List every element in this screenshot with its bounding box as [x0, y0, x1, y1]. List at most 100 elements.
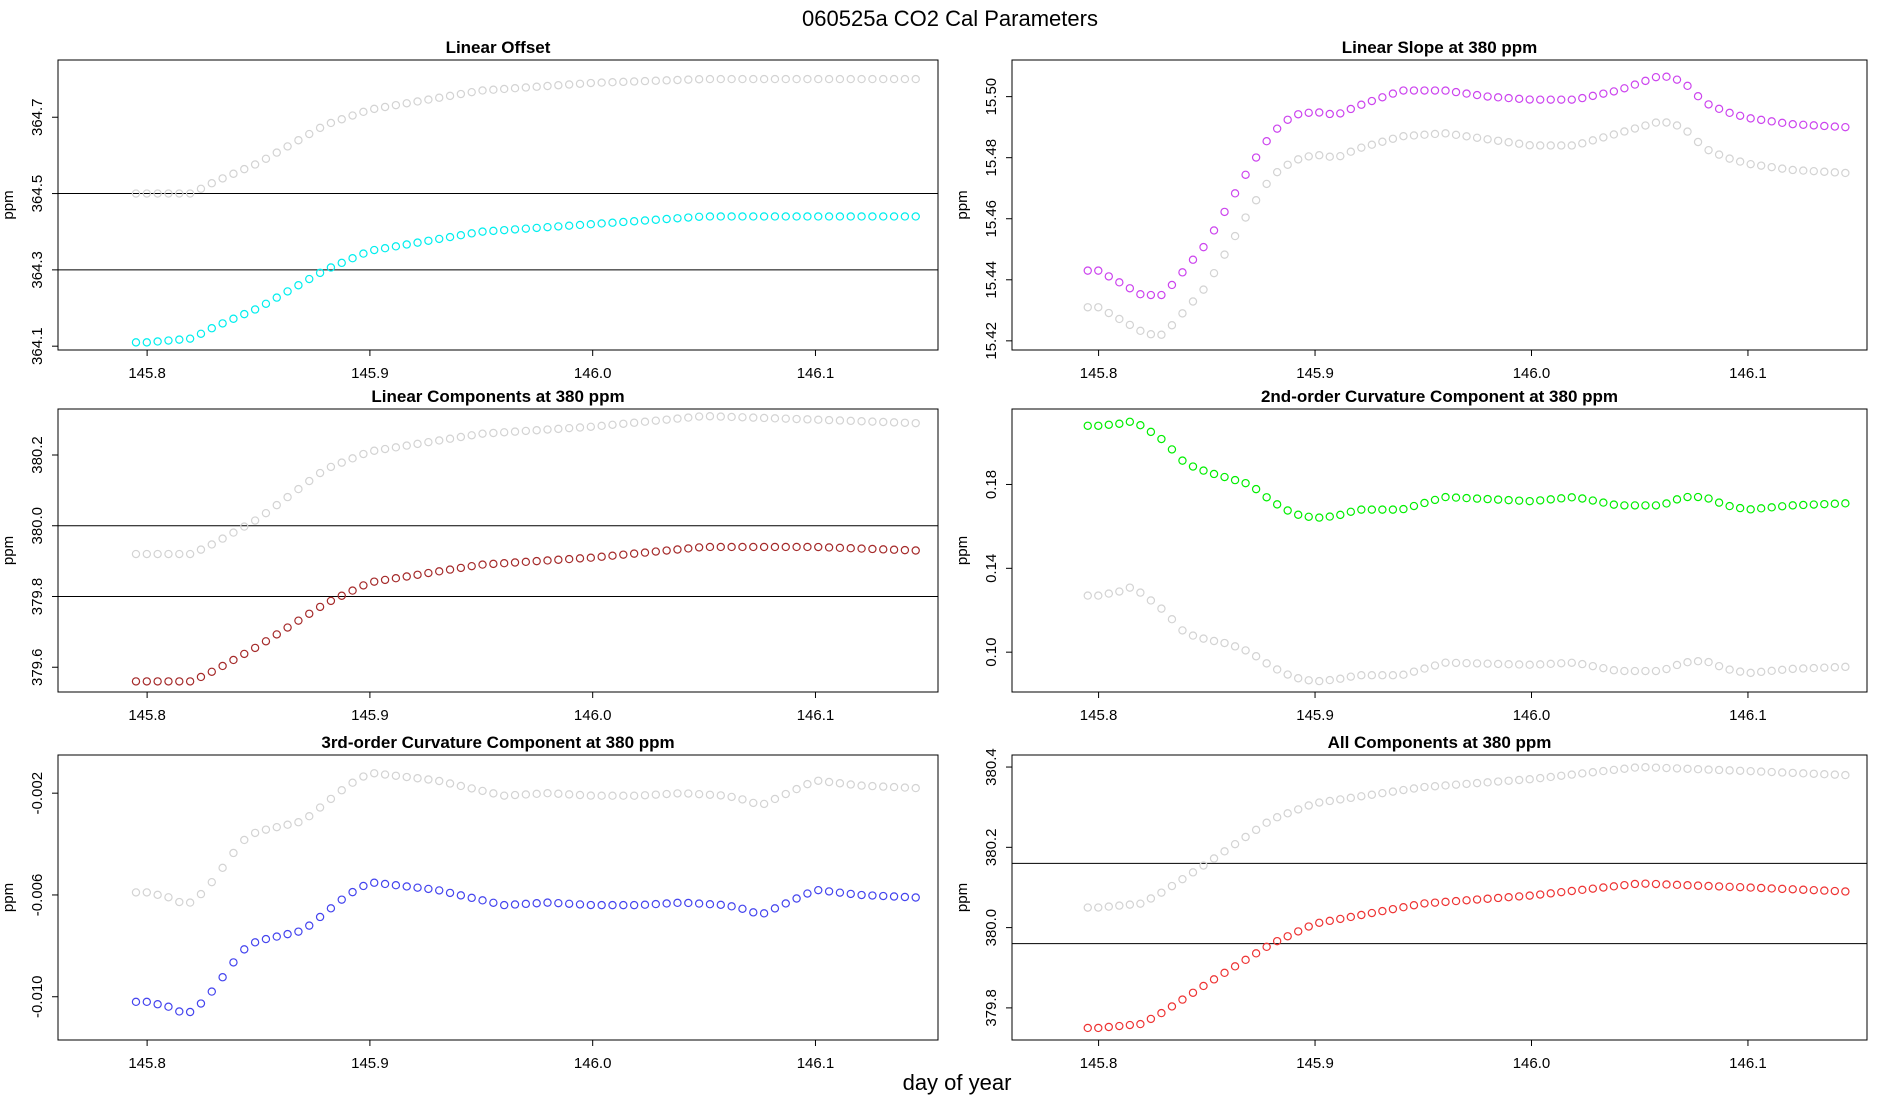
data-point — [1241, 478, 1250, 488]
data-point — [1799, 885, 1808, 894]
reference-point — [1820, 167, 1829, 176]
reference-point — [1462, 658, 1471, 668]
data-point — [1220, 968, 1229, 978]
reference-point — [1557, 141, 1566, 150]
data-point — [1799, 500, 1808, 510]
data-point — [564, 221, 574, 230]
y-tick-label: 0.14 — [983, 554, 1000, 583]
panel-title: All Components at 380 ppm — [1328, 733, 1552, 752]
data-point — [749, 908, 758, 917]
reference-point — [879, 74, 888, 84]
reference-point — [1830, 770, 1840, 779]
reference-point — [1588, 136, 1598, 145]
reference-point — [1778, 665, 1787, 675]
data-point — [445, 232, 455, 242]
data-point — [1567, 493, 1576, 502]
data-point — [781, 542, 790, 552]
reference-point — [1567, 141, 1576, 150]
reference-point — [1830, 663, 1840, 672]
reference-point — [1725, 154, 1734, 163]
reference-point — [824, 74, 834, 84]
data-point — [1536, 496, 1545, 505]
data-series — [1083, 72, 1850, 300]
reference-point — [857, 781, 866, 790]
reference-point — [348, 454, 357, 463]
data-point — [370, 878, 379, 887]
reference-point — [662, 415, 671, 424]
data-point — [1767, 503, 1776, 512]
reference-point — [684, 75, 693, 84]
data-point — [153, 1000, 162, 1009]
data-point — [1641, 76, 1650, 86]
reference-point — [380, 102, 390, 112]
reference-point — [1241, 646, 1250, 655]
reference-point — [619, 419, 628, 428]
reference-point — [261, 154, 271, 163]
reference-point — [1599, 766, 1608, 776]
data-point — [478, 227, 487, 236]
reference-point — [543, 81, 552, 91]
reference-point — [1136, 588, 1145, 597]
reference-series — [1083, 763, 1850, 912]
reference-point — [1399, 131, 1408, 141]
data-point — [1451, 493, 1461, 502]
data-point — [185, 1007, 195, 1017]
data-point — [326, 263, 336, 272]
data-point — [337, 591, 346, 600]
data-point — [380, 575, 390, 585]
data-point — [1146, 427, 1156, 437]
data-point — [543, 556, 552, 565]
reference-point — [900, 418, 910, 427]
data-point — [1788, 885, 1797, 894]
data-point — [651, 899, 661, 909]
data-point — [1094, 421, 1103, 430]
reference-point — [489, 428, 498, 438]
reference-point — [1157, 604, 1166, 613]
y-tick-label: 364.1 — [29, 327, 46, 365]
reference-point — [1799, 166, 1808, 175]
data-point — [1493, 93, 1503, 102]
data-point — [1346, 912, 1356, 922]
panel-title: Linear Components at 380 ppm — [371, 387, 624, 406]
reference-point — [1315, 798, 1324, 807]
data-point — [1388, 89, 1398, 98]
data-point — [445, 565, 455, 574]
reference-point — [1788, 165, 1797, 175]
reference-point — [738, 74, 747, 84]
reference-point — [1283, 160, 1292, 169]
data-point — [1630, 879, 1640, 889]
data-point — [131, 338, 141, 347]
reference-point — [1104, 308, 1114, 318]
data-point — [424, 236, 433, 245]
reference-point — [131, 549, 141, 559]
y-tick-label: 379.8 — [29, 578, 46, 616]
x-tick-label: 146.1 — [1729, 365, 1767, 382]
reference-point — [1746, 766, 1755, 776]
data-point — [185, 677, 195, 686]
reference-point — [1557, 659, 1566, 668]
data-point — [1125, 1020, 1135, 1030]
reference-point — [824, 777, 834, 787]
reference-point — [879, 417, 888, 427]
reference-point — [1735, 667, 1745, 676]
data-point — [359, 881, 368, 891]
reference-point — [1115, 314, 1124, 324]
data-point — [1378, 906, 1387, 916]
y-axis-label: ppm — [954, 190, 971, 219]
data-point — [900, 545, 910, 555]
reference-point — [543, 789, 552, 798]
data-point — [229, 958, 238, 967]
data-point — [770, 542, 780, 552]
data-point — [1714, 104, 1724, 114]
reference-point — [532, 789, 541, 799]
data-point — [294, 281, 303, 290]
data-point — [315, 268, 325, 278]
reference-point — [564, 790, 574, 799]
data-point — [510, 558, 520, 567]
data-point — [1294, 510, 1303, 519]
reference-point — [1767, 162, 1776, 172]
reference-point — [1209, 854, 1219, 863]
data-point — [1094, 266, 1103, 275]
reference-point — [1136, 326, 1145, 336]
reference-point — [846, 74, 855, 84]
